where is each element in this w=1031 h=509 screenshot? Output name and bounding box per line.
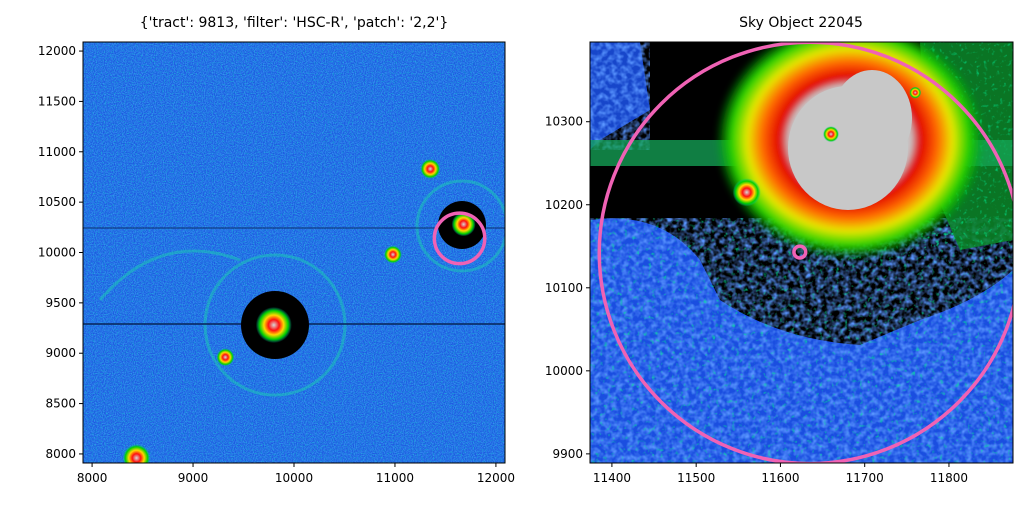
bright-source <box>420 158 441 179</box>
bright-source <box>732 178 761 207</box>
y-tick-label: 8500 <box>45 397 76 411</box>
x-tick-label: 11800 <box>930 471 968 485</box>
left-sources <box>122 158 476 463</box>
bright-source <box>822 126 839 143</box>
bright-source <box>255 307 292 344</box>
highlight-circle <box>432 211 487 266</box>
x-tick-label: 11600 <box>761 471 799 485</box>
x-tick-label: 10000 <box>275 471 313 485</box>
left-heatmap-image <box>83 42 505 463</box>
y-tick-label: 10000 <box>545 364 583 378</box>
bright-source <box>909 86 922 99</box>
y-tick-label: 10500 <box>38 195 76 209</box>
x-tick-label: 11400 <box>593 471 631 485</box>
left-panel: {'tract': 9813, 'filter': 'HSC-R', 'patc… <box>38 15 515 485</box>
bright-source <box>383 245 402 264</box>
right-sources <box>732 86 922 207</box>
x-tick-label: 8000 <box>77 471 108 485</box>
bright-source <box>122 443 151 463</box>
right-panel-title: Sky Object 22045 <box>739 15 863 31</box>
y-tick-label: 9900 <box>552 447 583 461</box>
y-tick-label: 10300 <box>545 115 583 129</box>
x-tick-label: 11500 <box>677 471 715 485</box>
bright-source <box>451 212 476 237</box>
y-tick-label: 9000 <box>45 346 76 360</box>
left-ticks: 8000 9000 10000 11000 12000 8000 8500 9000 9500 1… <box>38 44 515 485</box>
right-axes-frame <box>589 41 1014 464</box>
x-tick-label: 9000 <box>178 471 209 485</box>
right-ticks: 11400 11500 11600 11700 11800 9900 10000 10100 1… <box>545 115 968 485</box>
x-tick-label: 12000 <box>477 471 515 485</box>
x-tick-label: 11000 <box>376 471 414 485</box>
y-tick-label: 8000 <box>45 447 76 461</box>
y-tick-label: 10100 <box>545 281 583 295</box>
y-tick-label: 11000 <box>38 145 76 159</box>
right-panel: Sky Object 22045 11400 115 <box>545 15 1014 485</box>
x-tick-label: 11700 <box>846 471 884 485</box>
right-heatmap-image <box>590 42 1013 463</box>
left-panel-title: {'tract': 9813, 'filter': 'HSC-R', 'patc… <box>140 15 449 31</box>
y-tick-label: 10200 <box>545 198 583 212</box>
bright-source <box>216 348 235 367</box>
y-tick-label: 10000 <box>38 246 76 260</box>
left-markers <box>432 211 487 266</box>
y-tick-label: 11500 <box>38 94 76 108</box>
y-tick-label: 12000 <box>38 44 76 58</box>
highlight-circle <box>792 244 808 260</box>
y-tick-label: 9500 <box>45 296 76 310</box>
